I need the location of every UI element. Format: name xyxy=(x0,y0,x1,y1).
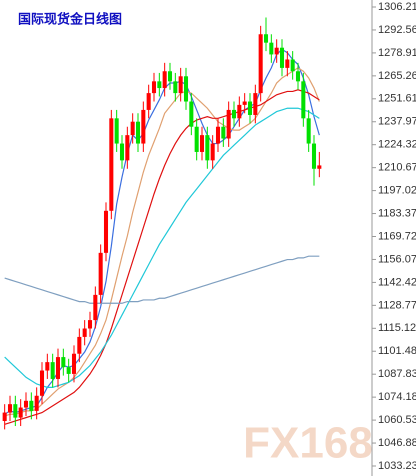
candle-body xyxy=(247,101,253,115)
candle-body xyxy=(13,404,18,418)
candle-body xyxy=(183,76,189,102)
y-tick-label: 1060.53 xyxy=(378,414,416,426)
candle-body xyxy=(215,126,221,144)
y-tick-label: 1046.88 xyxy=(378,437,416,449)
y-tick-label: 1183.37 xyxy=(378,207,416,219)
candle-body xyxy=(18,407,23,418)
candle-body xyxy=(295,71,301,82)
candle-body xyxy=(93,294,98,321)
candle-body xyxy=(77,336,82,354)
y-tick-label: 1278.91 xyxy=(378,47,416,59)
candle-body xyxy=(151,81,157,94)
candle-body xyxy=(61,357,66,368)
candle-body xyxy=(269,42,274,55)
y-tick-label: 1292.56 xyxy=(378,24,416,36)
candle-body xyxy=(66,367,71,374)
candle-body xyxy=(189,101,194,127)
candle-body xyxy=(290,59,295,72)
candle-body xyxy=(125,135,130,161)
candle-body xyxy=(263,34,269,43)
candle-body xyxy=(274,47,279,55)
y-tick-label: 1306.21 xyxy=(378,1,416,13)
candle-body xyxy=(237,104,242,119)
candle-body xyxy=(194,126,199,152)
candle-body xyxy=(146,93,151,110)
candle-body xyxy=(157,81,162,89)
candle-body xyxy=(231,109,237,119)
candle-body xyxy=(55,357,61,379)
candle-body xyxy=(135,121,141,144)
moving-average-line xyxy=(4,67,320,417)
candle-body xyxy=(87,320,93,329)
candle-body xyxy=(29,400,34,411)
candle-body xyxy=(279,47,285,68)
candle-body xyxy=(317,165,322,169)
candle-body xyxy=(23,400,29,408)
candle-body xyxy=(39,370,45,396)
y-tick-label: 1115.12 xyxy=(378,322,416,334)
y-tick-label: 1210.67 xyxy=(378,162,416,174)
candle-body xyxy=(103,210,109,253)
candle-body xyxy=(285,59,290,68)
candle-body xyxy=(226,109,231,139)
candle-body xyxy=(71,353,77,374)
y-tick-label: 1169.72 xyxy=(378,230,416,242)
candle-body xyxy=(109,118,114,211)
candle-body xyxy=(2,412,7,421)
candle-body xyxy=(205,135,210,161)
candle-body xyxy=(98,252,103,295)
y-tick-label: 1087.83 xyxy=(378,368,416,380)
candle-body xyxy=(50,362,55,379)
y-tick-label: 1265.26 xyxy=(378,70,416,82)
candle-body xyxy=(45,362,50,371)
candle-body xyxy=(7,404,13,413)
y-tick-label: 1074.18 xyxy=(378,391,416,403)
y-tick-label: 1033.23 xyxy=(378,460,416,472)
y-tick-label: 1251.61 xyxy=(378,93,416,105)
candle-body xyxy=(34,395,39,411)
candle-body xyxy=(114,118,119,144)
candle-body xyxy=(173,81,178,94)
candle-body xyxy=(311,143,317,169)
y-tick-label: 1237.97 xyxy=(378,116,416,128)
moving-average-line xyxy=(4,107,320,388)
y-tick-label: 1197.02 xyxy=(378,185,416,197)
y-tick-label: 1156.07 xyxy=(378,253,416,265)
candle-body xyxy=(258,34,263,94)
candle-body xyxy=(167,71,173,82)
candle-body xyxy=(199,135,205,152)
watermark: FX168 xyxy=(243,419,373,468)
chart-title: 国际现货金日线图 xyxy=(18,11,122,26)
y-tick-label: 1142.42 xyxy=(378,276,416,288)
candle-body xyxy=(210,143,215,161)
candle-body xyxy=(119,143,125,161)
candle-body xyxy=(130,121,135,136)
candle-body xyxy=(301,81,306,119)
candle-body xyxy=(253,93,258,115)
moving-average-line xyxy=(4,255,320,304)
candle-body xyxy=(82,328,87,337)
candle-body xyxy=(141,109,146,144)
y-tick-label: 1101.48 xyxy=(378,345,416,357)
y-tick-label: 1128.77 xyxy=(378,299,416,311)
candle-body xyxy=(162,71,167,89)
candle-body xyxy=(242,101,247,105)
y-tick-label: 1224.32 xyxy=(378,139,416,151)
candle-body xyxy=(221,126,226,139)
candle-body xyxy=(178,76,183,94)
moving-average-line xyxy=(4,89,320,425)
candle-body xyxy=(306,118,311,144)
